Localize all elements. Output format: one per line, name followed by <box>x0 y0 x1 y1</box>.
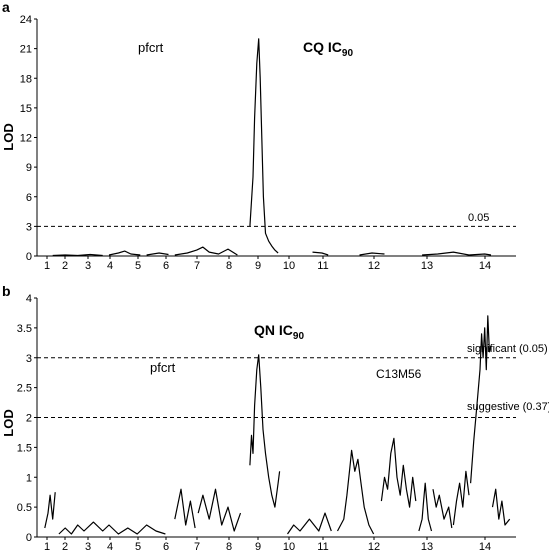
chart-title: QN IC90 <box>254 322 304 342</box>
chart-title-main: QN IC <box>254 322 293 338</box>
lod-line-segment <box>108 250 141 256</box>
x-tick-label: 9 <box>255 541 261 550</box>
x-tick-label: 6 <box>163 541 169 550</box>
x-tick-label: 2 <box>62 541 68 550</box>
x-tick-label: 1 <box>44 541 50 550</box>
lod-line-segment <box>470 315 492 484</box>
x-tick-label: 12 <box>368 541 380 550</box>
lod-line-segment <box>432 489 453 529</box>
x-tick-label: 10 <box>283 541 295 550</box>
x-tick-label: 5 <box>135 541 141 550</box>
y-tick-label: 3 <box>26 221 32 233</box>
x-tick-label: 1 <box>44 260 50 272</box>
x-tick-label: 11 <box>317 541 328 550</box>
lod-line-segment <box>197 488 242 532</box>
x-tick-label: 14 <box>479 260 491 272</box>
lod-line-segment <box>418 482 433 532</box>
x-tick-label: 11 <box>317 260 328 272</box>
x-tick-label: 6 <box>163 260 169 272</box>
x-tick-label: 5 <box>135 260 141 272</box>
panel-a: a LOD CQ IC90 pfcrt 0.05 036912151821241… <box>1 0 516 272</box>
lod-curve-a <box>52 38 492 257</box>
x-tick-label: 3 <box>85 541 91 550</box>
x-tick-label: 12 <box>368 260 380 272</box>
lod-line-segment <box>422 251 492 256</box>
x-tick-label: 3 <box>85 260 91 272</box>
x-tick-label: 8 <box>226 541 232 550</box>
y-tick-label: 18 <box>20 73 32 85</box>
y-tick-label: 0 <box>26 251 32 263</box>
x-tick-label: 7 <box>194 541 200 550</box>
lod-line-segment <box>44 492 56 529</box>
lod-line-segment <box>312 251 329 256</box>
y-tick-label: 6 <box>26 192 32 204</box>
lod-line-segment <box>146 252 169 256</box>
x-tick-label: 10 <box>283 260 295 272</box>
y-tick-label: 24 <box>20 14 32 26</box>
lod-line-segment <box>336 449 375 535</box>
x-tick-label: 13 <box>421 541 433 550</box>
lod-line-segment <box>174 246 238 256</box>
x-tick-label: 2 <box>62 260 68 272</box>
significant-threshold-label: significant (0.05) <box>467 343 548 355</box>
y-tick-label: 15 <box>20 103 32 115</box>
y-tick-label: 12 <box>20 133 32 145</box>
x-tick-label: 9 <box>255 260 261 272</box>
y-tick-label: 21 <box>20 44 32 56</box>
x-tick-label: 8 <box>226 260 232 272</box>
y-tick-label: 3.5 <box>17 323 32 335</box>
y-tick-label: 0 <box>26 532 32 544</box>
chart-title-subscript: 90 <box>342 48 354 59</box>
x-tick-label: 13 <box>421 260 433 272</box>
suggestive-threshold-label: suggestive (0.37) <box>467 401 549 413</box>
x-tick-label: 4 <box>107 260 113 272</box>
x-tick-label: 4 <box>107 541 113 550</box>
lod-line-segment <box>58 521 166 535</box>
y-tick-label: 4 <box>26 293 32 305</box>
y-axis-label: LOD <box>1 123 16 150</box>
y-tick-label: 9 <box>26 162 32 174</box>
lod-curve-b <box>44 315 511 535</box>
y-tick-label: 1.5 <box>17 442 32 454</box>
y-tick-label: 2 <box>26 413 32 425</box>
lod-line-segment <box>249 38 279 254</box>
y-tick-label: 2.5 <box>17 383 32 395</box>
y-axis-label: LOD <box>1 409 16 436</box>
y-tick-label: 3 <box>26 353 32 365</box>
lod-line-segment <box>452 470 470 526</box>
lod-line-segment <box>52 253 103 257</box>
lod-line-segment <box>380 437 417 508</box>
lod-line-segment <box>491 488 511 526</box>
axes-b: 00.511.522.533.541 2 3 4 5 6 7 8 9 10 11 12 13 14 <box>17 293 516 553</box>
y-tick-label: 1 <box>26 472 32 484</box>
c13m56-label: C13M56 <box>376 367 422 381</box>
panel-letter: a <box>2 0 10 15</box>
x-tick-label: 7 <box>194 260 200 272</box>
chart-title-main: CQ IC <box>303 39 342 55</box>
y-tick-label: 0.5 <box>17 502 32 514</box>
lod-line-segment <box>287 512 332 535</box>
lod-line-segment <box>359 252 385 256</box>
x-tick-label: 14 <box>479 541 491 550</box>
lod-line-segment <box>249 354 281 508</box>
chart-title-subscript: 90 <box>293 331 305 342</box>
lod-line-segment <box>174 488 196 529</box>
threshold-label: 0.05 <box>468 212 489 224</box>
pfcrt-label: pfcrt <box>138 40 164 55</box>
pfcrt-label: pfcrt <box>150 360 176 375</box>
panel-b: b LOD QN IC90 pfcrt C13M56 significant (… <box>1 283 549 553</box>
panel-letter: b <box>2 283 11 299</box>
chart-title: CQ IC90 <box>303 39 353 59</box>
